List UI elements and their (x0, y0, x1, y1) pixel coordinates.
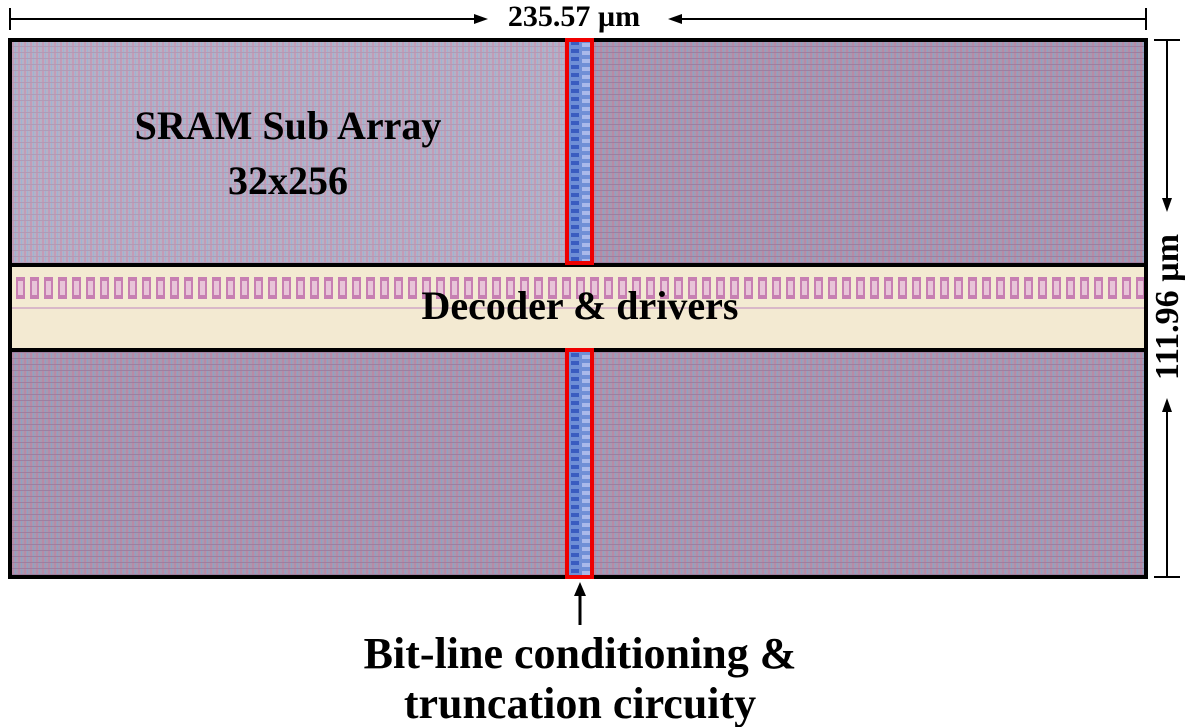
decoder-label: Decoder & drivers (422, 283, 739, 328)
width-label: 235.57 µm (508, 0, 640, 33)
sub-array-texture (593, 40, 1146, 265)
decoder-texture (10, 265, 1146, 350)
bitline-arrow (574, 582, 586, 625)
bitline-column (566, 350, 593, 577)
sub-array-label: 32x256 (228, 158, 348, 203)
bitline-label: Bit-line conditioning & (364, 629, 797, 678)
height-dimension (1154, 39, 1180, 578)
highlight-box (565, 38, 594, 265)
sub-array-texture (10, 40, 566, 265)
sub-array-label: SRAM Sub Array (135, 103, 442, 148)
bitline-column (566, 40, 593, 262)
height-label: 111.96 µm (1149, 234, 1186, 380)
bitline-label: truncation circuity (404, 679, 756, 727)
width-dimension (9, 8, 1147, 30)
highlight-box (565, 348, 594, 579)
